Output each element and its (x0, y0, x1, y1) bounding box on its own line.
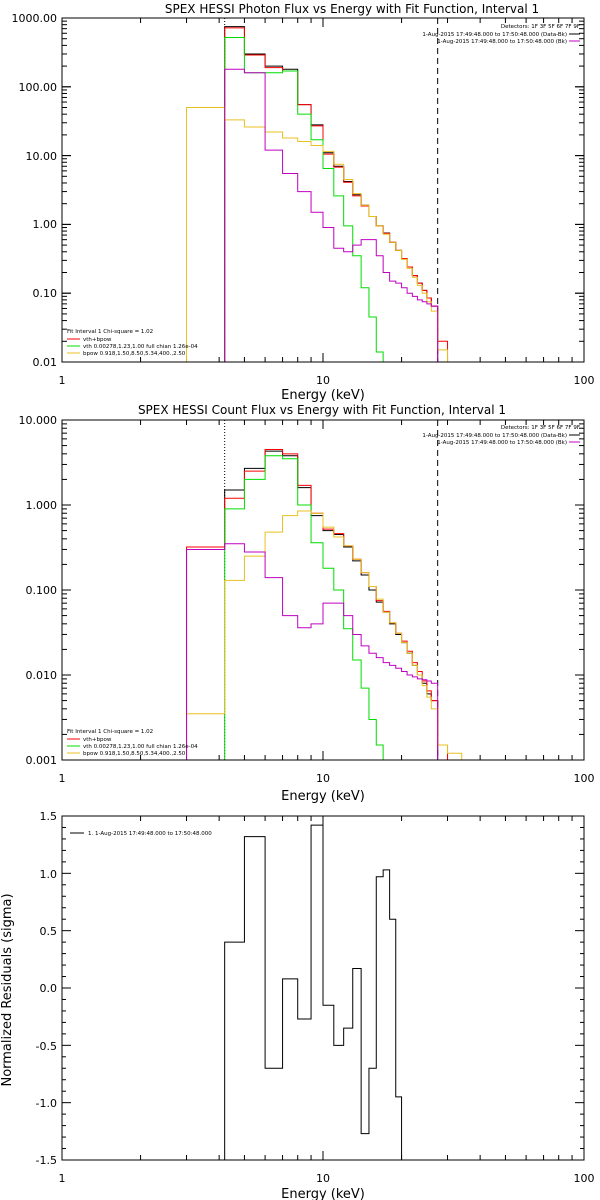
x-tick-label: 1 (59, 772, 66, 785)
residual-series-line (224, 824, 438, 1161)
detectors-note: Detectors: 1F 3F 5F 6F 7F 9F (501, 24, 580, 30)
legend-item: vth 0.00278,1.23,1.00 full chian 1.26e-0… (83, 744, 198, 750)
vth-series-line (224, 37, 384, 362)
x-axis-label: Energy (keV) (281, 388, 365, 403)
background-series-line (224, 68, 439, 362)
background-series-line (186, 543, 439, 760)
legend-item: bpow 0.918,1.50,8.50,5.34,400.,2.50 (83, 351, 186, 357)
photon-flux-panel: SPEX HESSI Photon Flux vs Energy with Fi… (12, 2, 595, 403)
y-tick-label: 0.10 (33, 287, 58, 300)
y-tick-label: 0.5 (40, 925, 58, 938)
legend-item: vth+bpow (83, 737, 112, 743)
bpow-series-line (186, 510, 463, 760)
count-flux-panel: SPEX HESSI Count Flux vs Energy with Fit… (19, 403, 595, 804)
x-tick-label: 1 (59, 374, 66, 387)
x-tick-label: 100 (574, 374, 595, 387)
y-tick-label: 1000.00 (12, 12, 58, 25)
y-tick-label: 0.100 (26, 584, 58, 597)
plot-frame (61, 815, 585, 1161)
legend-header: Fit Interval 1 Chi-square = 1.02 (67, 329, 153, 335)
y-tick-label: -1.0 (36, 1097, 57, 1110)
time-range-bk: 1-Aug-2015 17:49:48.000 to 17:50:48.000 … (437, 39, 567, 45)
plot-frame (61, 17, 585, 363)
y-tick-label: 1.00 (33, 218, 58, 231)
plot-area (61, 419, 585, 761)
time-range-data: 1-Aug-2015 17:49:48.000 to 17:50:48.000 … (422, 433, 567, 439)
x-tick-label: 100 (574, 1172, 595, 1185)
y-tick-label: 0.001 (26, 754, 58, 767)
plot-frame (61, 419, 585, 761)
y-axis-label: Normalized Residuals (sigma) (0, 893, 15, 1086)
panel-title: SPEX HESSI Photon Flux vs Energy with Fi… (165, 2, 539, 16)
x-tick-label: 100 (574, 772, 595, 785)
time-range-data: 1-Aug-2015 17:49:48.000 to 17:50:48.000 … (422, 32, 567, 38)
total-series-line (224, 26, 439, 362)
y-tick-label: 10.000 (19, 414, 58, 427)
bpow-series-line (186, 107, 462, 363)
vth-series-line (224, 455, 384, 760)
y-tick-label: 1.000 (26, 499, 58, 512)
y-tick-label: -1.5 (36, 1154, 57, 1167)
fit_sum-series-line (186, 448, 449, 760)
y-tick-label: 100.00 (19, 81, 58, 94)
legend-item: 1. 1-Aug-2015 17:49:48.000 to 17:50:48.0… (88, 831, 212, 837)
legend-header: Fit Interval 1 Chi-square = 1.02 (67, 729, 153, 735)
y-tick-label: 0.010 (26, 669, 58, 682)
y-tick-label: 1.5 (40, 810, 58, 823)
legend-item: vth 0.00278,1.23,1.00 full chian 1.26e-0… (83, 344, 198, 350)
x-tick-label: 1 (59, 1172, 66, 1185)
y-tick-label: 1.0 (40, 868, 58, 881)
y-tick-label: -0.5 (36, 1040, 57, 1053)
fit_sum-series-line (224, 27, 449, 362)
detectors-note: Detectors: 1F 3F 5F 6F 7F 9F (501, 425, 580, 431)
x-tick-label: 10 (316, 374, 330, 387)
x-axis-label: Energy (keV) (281, 1187, 365, 1200)
y-tick-label: 10.00 (26, 150, 58, 163)
panel-title: SPEX HESSI Count Flux vs Energy with Fit… (138, 403, 506, 417)
legend-item: vth+bpow (83, 337, 112, 343)
plot-area (61, 17, 585, 363)
y-tick-label: 0.0 (40, 982, 58, 995)
x-tick-label: 10 (316, 1172, 330, 1185)
x-axis-label: Energy (keV) (281, 789, 365, 804)
time-range-bk: 1-Aug-2015 17:49:48.000 to 17:50:48.000 … (437, 440, 567, 446)
x-tick-label: 10 (316, 772, 330, 785)
legend-item: bpow 0.918,1.50,8.50,5.34,400.,2.50 (83, 751, 186, 757)
residuals-panel: 1 10 100 Energy (keV) Normalized Residua… (0, 810, 595, 1200)
plot-area (61, 815, 585, 1161)
y-tick-label: 0.01 (33, 356, 58, 369)
